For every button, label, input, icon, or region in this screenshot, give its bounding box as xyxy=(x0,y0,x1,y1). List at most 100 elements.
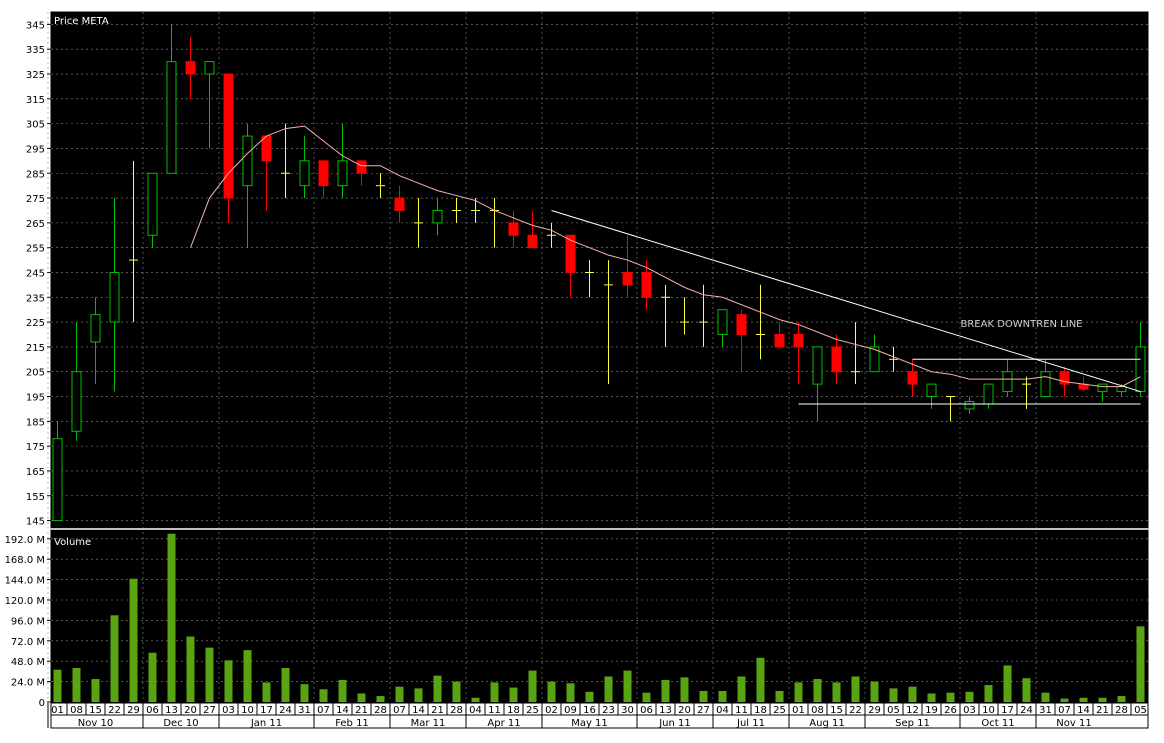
week-label: 02 xyxy=(545,705,558,716)
volume-bar xyxy=(509,687,518,702)
volume-bar xyxy=(490,682,499,702)
week-label: 18 xyxy=(754,705,767,716)
trendline xyxy=(551,209,1141,393)
price-tick-label: 195 xyxy=(26,393,45,404)
volume-bar xyxy=(680,677,689,702)
week-label: 05 xyxy=(887,705,900,716)
week-label: 05 xyxy=(1134,705,1147,716)
month-label: May 11 xyxy=(571,718,608,729)
week-label: 24 xyxy=(279,705,292,716)
candle-body xyxy=(204,61,215,75)
candle-body xyxy=(52,438,63,522)
week-label: 20 xyxy=(678,705,691,716)
volume-bar xyxy=(547,681,556,702)
volume-bar xyxy=(718,690,727,702)
candle-body xyxy=(793,334,804,348)
candle-body xyxy=(71,371,82,432)
week-label: 21 xyxy=(1096,705,1109,716)
price-tick-label: 165 xyxy=(26,467,45,478)
week-label: 04 xyxy=(716,705,729,716)
candle-body xyxy=(261,135,272,162)
candle-body xyxy=(527,234,538,249)
price-tick-label: 265 xyxy=(26,219,45,230)
week-label: 07 xyxy=(317,705,330,716)
week-label: 17 xyxy=(260,705,273,716)
candle-body xyxy=(166,61,177,174)
volume-bar xyxy=(585,691,594,702)
week-label: 25 xyxy=(773,705,786,716)
volume-bar xyxy=(604,676,613,702)
candle-body xyxy=(394,197,405,211)
candle-body xyxy=(983,383,994,405)
week-label: 09 xyxy=(564,705,577,716)
candle-body xyxy=(1135,346,1146,393)
volume-bar xyxy=(908,686,917,702)
candle-body xyxy=(831,346,842,373)
week-label: 07 xyxy=(393,705,406,716)
candle-body xyxy=(907,371,918,385)
volume-tick-label: 24.0 M xyxy=(11,678,45,689)
volume-bar xyxy=(528,670,537,702)
week-label: 07 xyxy=(1058,705,1071,716)
month-label: Jan 11 xyxy=(250,718,282,729)
volume-bar xyxy=(110,615,119,702)
volume-bar xyxy=(832,682,841,702)
volume-bar xyxy=(699,690,708,702)
volume-bar xyxy=(205,647,214,702)
volume-bar xyxy=(1041,692,1050,702)
price-tick-label: 315 xyxy=(26,95,45,106)
month-label: Dec 10 xyxy=(163,718,198,729)
volume-bar xyxy=(794,682,803,702)
price-tick-label: 295 xyxy=(26,144,45,155)
volume-bar xyxy=(281,668,290,702)
month-label: Nov 10 xyxy=(78,718,113,729)
candle-body xyxy=(90,314,101,343)
volume-panel-background xyxy=(50,529,1149,703)
candle-body xyxy=(356,160,367,174)
candle-body xyxy=(223,73,234,199)
week-label: 18 xyxy=(507,705,520,716)
volume-bar xyxy=(452,681,461,702)
week-label: 21 xyxy=(355,705,368,716)
week-label: 14 xyxy=(412,705,425,716)
price-tick-label: 155 xyxy=(26,492,45,503)
volume-tick-label: 0 xyxy=(39,698,45,709)
volume-bar xyxy=(471,697,480,702)
volume-bar xyxy=(1022,678,1031,702)
volume-bar xyxy=(243,650,252,702)
volume-bar xyxy=(414,688,423,702)
price-tick-label: 185 xyxy=(26,417,45,428)
volume-bar xyxy=(91,679,100,702)
volume-bar xyxy=(1060,698,1069,702)
week-label: 04 xyxy=(469,705,482,716)
price-tick-label: 325 xyxy=(26,70,45,81)
volume-bar xyxy=(756,657,765,702)
price-panel-background xyxy=(50,11,1149,529)
volume-bar xyxy=(186,636,195,702)
week-label: 16 xyxy=(583,705,596,716)
volume-bar xyxy=(1079,697,1088,702)
price-tick-label: 205 xyxy=(26,368,45,379)
candle-body xyxy=(1040,371,1051,398)
week-label: 28 xyxy=(1115,705,1128,716)
week-label: 21 xyxy=(431,705,444,716)
candle-body xyxy=(774,334,785,348)
volume-bar xyxy=(376,696,385,702)
volume-panel-title: Volume xyxy=(54,537,91,548)
volume-tick-label: 192.0 M xyxy=(5,535,45,546)
week-label: 27 xyxy=(203,705,216,716)
volume-bar xyxy=(870,681,879,702)
week-label: 23 xyxy=(602,705,615,716)
volume-bar xyxy=(813,679,822,702)
week-label: 06 xyxy=(146,705,159,716)
volume-bar xyxy=(946,692,955,702)
volume-bar xyxy=(889,688,898,702)
week-label: 31 xyxy=(1039,705,1052,716)
week-label: 15 xyxy=(89,705,102,716)
week-label: 01 xyxy=(51,705,64,716)
price-panel-title: Price META xyxy=(54,16,109,27)
candle-body xyxy=(147,172,158,236)
week-label: 08 xyxy=(70,705,83,716)
volume-bar xyxy=(566,683,575,702)
price-tick-label: 235 xyxy=(26,293,45,304)
